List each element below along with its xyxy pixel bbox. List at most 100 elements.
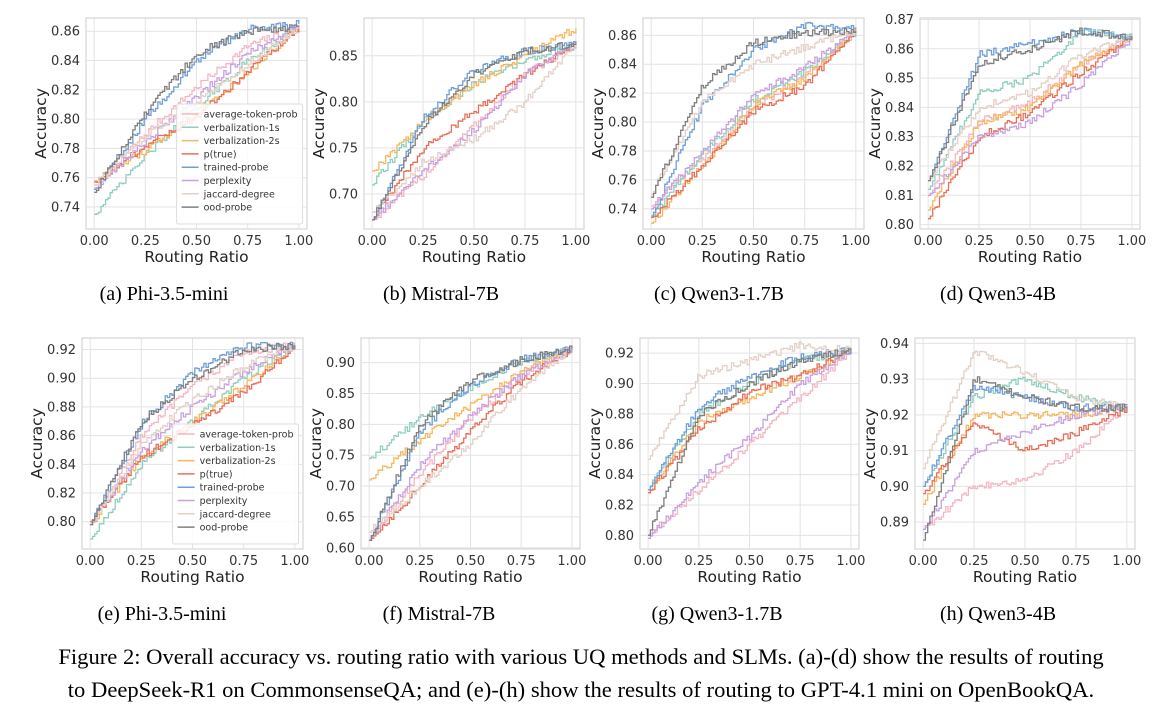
y-tick-label: 0.92 (605, 347, 634, 362)
y-tick-label: 0.82 (47, 487, 76, 502)
y-tick-label: 0.82 (608, 87, 637, 102)
legend-entry: jaccard-degree (203, 189, 275, 200)
y-tick-label: 0.74 (51, 201, 80, 216)
legend-entry: average-token-prob (200, 430, 294, 441)
series-line-verbalization-2s (372, 28, 577, 172)
y-tick-label: 0.90 (326, 356, 355, 371)
y-tick-label: 0.80 (605, 529, 634, 544)
x-tick-label: 1.00 (841, 234, 870, 249)
panel-subtitle: (a) Phi-3.5-mini (100, 283, 229, 305)
panel-subtitle: (b) Mistral-7B (383, 283, 499, 305)
y-tick-label: 0.88 (605, 407, 634, 422)
y-tick-label: 0.75 (329, 141, 358, 156)
y-tick-label: 0.76 (608, 173, 637, 188)
y-tick-label: 0.86 (47, 429, 76, 444)
series-line-average-token-prob (923, 407, 1128, 530)
y-tick-label: 0.84 (51, 54, 80, 69)
series-line-jaccard-degree (651, 31, 857, 195)
y-tick-label: 0.90 (605, 377, 634, 392)
x-axis-label: Routing Ratio (144, 248, 248, 266)
series-line-ood-probe (648, 348, 852, 536)
y-tick-label: 0.80 (47, 515, 76, 530)
y-tick-label: 0.74 (608, 202, 637, 217)
series-line-verbalization-2s (928, 35, 1133, 211)
series-line-perplexity (648, 347, 852, 540)
panel-subtitle: (e) Phi-3.5-mini (98, 603, 227, 625)
caption-line-1: Figure 2: Overall accuracy vs. routing r… (58, 644, 1104, 669)
y-tick-label: 0.83 (885, 130, 914, 145)
y-tick-label: 0.80 (329, 95, 358, 110)
x-tick-label: 0.25 (965, 234, 994, 249)
x-tick-label: 0.50 (1016, 234, 1045, 249)
x-tick-label: 0.50 (182, 234, 211, 249)
series-line-jaccard-degree (923, 350, 1128, 470)
x-tick-label: 0.50 (456, 554, 485, 569)
series-line-perplexity (94, 26, 300, 189)
legend-box (172, 423, 300, 545)
x-tick-label: 0.00 (909, 554, 938, 569)
chart-panel-h: 0.00 0.25 0.50 0.75 1.00 0.89 0.90 0.91 0.92 0.93… (861, 337, 1141, 625)
y-tick-label: 0.86 (608, 29, 637, 44)
y-tick-label: 0.84 (608, 58, 637, 73)
x-axis-label: Routing Ratio (422, 248, 526, 266)
y-tick-label: 0.70 (329, 187, 358, 202)
x-tick-label: 0.50 (460, 234, 489, 249)
y-tick-label: 0.75 (326, 449, 355, 464)
y-tick-label: 0.93 (880, 373, 909, 388)
legend-entry: perplexity (204, 176, 252, 187)
y-tick-label: 0.70 (326, 480, 355, 495)
x-tick-label: 0.50 (1011, 554, 1040, 569)
x-axis-label: Routing Ratio (140, 568, 244, 586)
y-axis-label: Accuracy (589, 88, 607, 159)
x-axis-label: Routing Ratio (701, 248, 805, 266)
x-tick-label: 0.00 (634, 554, 663, 569)
series-line-trained-probe (651, 21, 857, 217)
series-line-ptrue (923, 407, 1128, 495)
chart-panel-e: 0.00 0.25 0.50 0.75 1.00 0.80 0.82 0.84 0.86 0.88… (28, 337, 309, 625)
panel-subtitle: (g) Qwen3-1.7B (651, 603, 782, 625)
y-tick-label: 0.84 (605, 468, 634, 483)
series-line-verbalization-1s (923, 376, 1128, 488)
chart-panel-b: 0.00 0.25 0.50 0.75 1.00 0.70 0.75 0.80 0.85 Rout… (310, 17, 590, 305)
y-tick-label: 0.91 (880, 444, 909, 459)
series-line-perplexity (372, 43, 577, 221)
series-line-jaccard-degree (369, 345, 573, 533)
series-line-perplexity (928, 37, 1133, 196)
y-tick-label: 0.85 (326, 387, 355, 402)
x-tick-label: 0.25 (127, 554, 156, 569)
y-tick-label: 0.85 (885, 72, 914, 87)
legend-entry: ood-probe (200, 523, 249, 534)
x-tick-label: 0.75 (1066, 234, 1095, 249)
x-axis-label: Routing Ratio (418, 568, 522, 586)
y-axis-label: Accuracy (586, 408, 604, 479)
x-axis-label: Routing Ratio (973, 568, 1077, 586)
x-tick-label: 1.00 (1117, 234, 1146, 249)
y-tick-label: 0.78 (51, 142, 80, 157)
legend-entry: trained-probe (204, 163, 269, 174)
x-tick-label: 1.00 (284, 234, 313, 249)
y-tick-label: 0.80 (608, 116, 637, 131)
x-tick-label: 1.00 (557, 554, 586, 569)
series-line-ptrue (928, 36, 1133, 220)
x-tick-label: 0.50 (178, 554, 207, 569)
y-tick-label: 0.80 (51, 113, 80, 128)
series-line-average-token-prob (90, 342, 296, 526)
figure: 0.00 0.25 0.50 0.75 1.00 0.74 0.76 0.78 0.80 0.82… (28, 13, 1146, 625)
y-tick-label: 0.92 (47, 343, 76, 358)
y-tick-label: 0.84 (47, 458, 76, 473)
y-tick-label: 0.80 (885, 218, 914, 233)
legend-entry: p(true) (204, 149, 237, 160)
chart-panel-d: 0.00 0.25 0.50 0.75 1.00 0.80 0.81 0.82 0.83 0.84… (866, 13, 1146, 305)
y-tick-label: 0.94 (880, 337, 909, 352)
x-tick-label: 1.00 (561, 234, 590, 249)
y-axis-label: Accuracy (32, 88, 50, 159)
x-tick-label: 0.25 (688, 234, 717, 249)
x-tick-label: 1.00 (280, 554, 309, 569)
series-line-ood-probe (90, 343, 296, 526)
y-tick-label: 0.76 (51, 171, 80, 186)
y-tick-label: 0.89 (880, 516, 909, 531)
series-line-jaccard-degree (94, 27, 300, 186)
x-tick-label: 0.00 (80, 234, 109, 249)
x-tick-label: 1.00 (1112, 554, 1141, 569)
y-tick-label: 0.85 (329, 49, 358, 64)
